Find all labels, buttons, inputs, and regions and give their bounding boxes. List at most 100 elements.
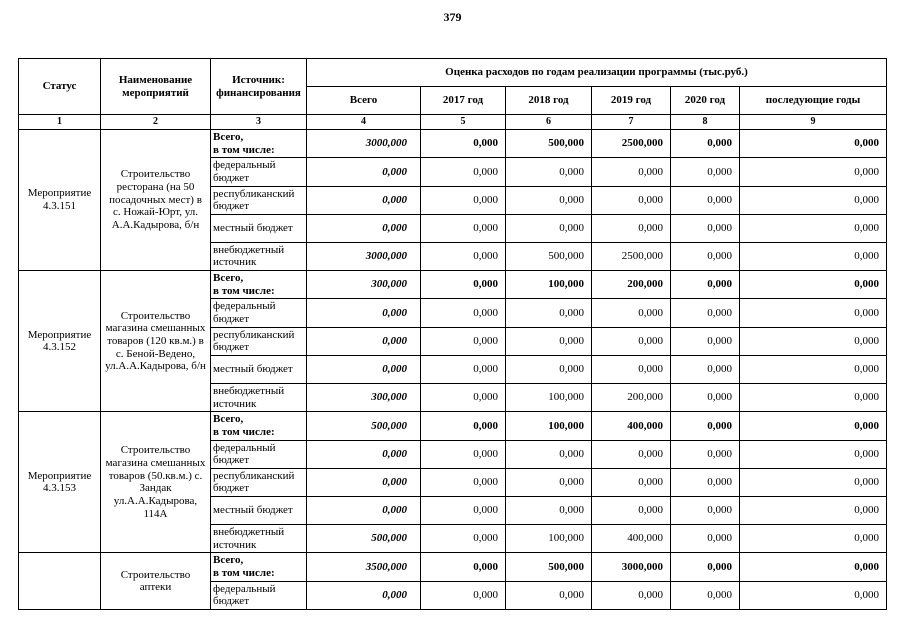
table-row: внебюджетный источник 3000,000 0,000 500,00… [19, 241, 887, 272]
value-cell: 0,000 [420, 213, 506, 243]
value-cell: 0,000 [739, 382, 887, 413]
value-cell: 0,000 [505, 496, 592, 526]
value-cell: 0,000 [420, 157, 506, 187]
value-cell: 500,000 [306, 524, 421, 554]
document-page: 379 Статус Наименование мероприятий Исто… [0, 0, 905, 610]
value-cell: 0,000 [591, 157, 671, 187]
activity-name-cell: Строительство ресторана (на 50 посадочны… [100, 128, 211, 272]
value-cell: 0,000 [420, 411, 506, 441]
value-cell: 0,000 [306, 580, 421, 610]
header-activity-name: Наименование мероприятий [100, 58, 211, 115]
value-cell: 100,000 [505, 411, 592, 441]
value-cell: 3500,000 [306, 552, 421, 582]
value-cell: 0,000 [591, 467, 671, 498]
funding-source-cell: республиканский бюджет [210, 467, 307, 498]
value-cell: 0,000 [739, 496, 887, 526]
value-cell: 0,000 [505, 467, 592, 498]
table-row: Строительство аптеки Всего, в том числе: 3… [18, 552, 887, 610]
value-cell: 0,000 [670, 157, 740, 187]
value-cell: 0,000 [420, 298, 506, 328]
column-number: 9 [739, 114, 887, 130]
header-status: Статус [18, 58, 101, 115]
value-cell: 0,000 [739, 298, 887, 328]
column-number: 7 [591, 114, 671, 130]
value-cell: 0,000 [505, 185, 592, 215]
value-cell: 0,000 [306, 354, 421, 384]
value-cell: 0,000 [739, 326, 887, 356]
value-cell: 0,000 [739, 467, 887, 498]
funding-source-cell: внебюджетный источник [210, 241, 307, 272]
value-cell: 0,000 [505, 439, 592, 469]
value-cell: 0,000 [420, 524, 506, 554]
year-header: 2018 год [505, 86, 592, 115]
value-cell: 0,000 [420, 382, 506, 413]
value-cell: 0,000 [670, 552, 740, 582]
value-cell: 0,000 [670, 496, 740, 526]
table-row: внебюджетный источник 300,000 0,000 100,000… [19, 382, 887, 413]
column-number: 6 [505, 114, 592, 130]
table-row: республиканский бюджет 0,000 0,000 0,000 0,0… [19, 467, 887, 498]
status-cell: Мероприятие 4.3.151 [18, 128, 101, 272]
value-cell: 0,000 [591, 580, 671, 610]
activity-name-cell: Строительство аптеки [100, 552, 211, 610]
funding-source-cell: внебюджетный источник [210, 382, 307, 413]
value-cell: 0,000 [670, 411, 740, 441]
table-row: республиканский бюджет 0,000 0,000 0,000 0,0… [19, 185, 887, 215]
value-cell: 0,000 [306, 496, 421, 526]
value-cell: 0,000 [420, 580, 506, 610]
table-body: Мероприятие 4.3.151 Строительство рестора… [18, 128, 887, 610]
funding-source-cell: Всего, в том числе: [210, 128, 307, 159]
funding-source-cell: местный бюджет [210, 496, 307, 526]
value-cell: 0,000 [591, 185, 671, 215]
value-cell: 500,000 [306, 411, 421, 441]
table-row: Мероприятие 4.3.153 Строительство магазин… [18, 411, 887, 554]
value-cell: 100,000 [505, 270, 592, 300]
value-cell: 0,000 [420, 128, 506, 159]
table-row: Мероприятие 4.3.151 Строительство рестора… [18, 128, 887, 272]
value-cell: 0,000 [591, 439, 671, 469]
value-cell: 0,000 [739, 580, 887, 610]
year-header: 2017 год [420, 86, 506, 115]
value-cell: 0,000 [505, 298, 592, 328]
header-cost-estimate-group: Оценка расходов по годам реализации прог… [306, 58, 887, 87]
value-cell: 0,000 [306, 326, 421, 356]
header-funding-source: Источник: финансирования [210, 58, 307, 115]
activity-name-cell: Строительство магазина смешанных товаров… [100, 411, 211, 554]
value-cell: 0,000 [739, 157, 887, 187]
value-cell: 0,000 [306, 439, 421, 469]
value-cell: 0,000 [591, 326, 671, 356]
status-cell: Мероприятие 4.3.153 [18, 411, 101, 554]
funding-source-cell: республиканский бюджет [210, 185, 307, 215]
column-number: 5 [420, 114, 506, 130]
table-row: федеральный бюджет 0,000 0,000 0,000 0,000 0,… [19, 580, 887, 610]
table-header: Статус Наименование мероприятий Источник… [18, 58, 887, 130]
value-cell: 0,000 [739, 411, 887, 441]
value-cell: 0,000 [670, 270, 740, 300]
value-cell: 0,000 [670, 298, 740, 328]
column-number: 2 [100, 114, 211, 130]
value-cell: 3000,000 [306, 241, 421, 272]
value-cell: 0,000 [505, 157, 592, 187]
funding-source-cell: местный бюджет [210, 213, 307, 243]
value-cell: 3000,000 [306, 128, 421, 159]
value-cell: 0,000 [739, 270, 887, 300]
value-cell: 100,000 [505, 524, 592, 554]
funding-source-cell: местный бюджет [210, 354, 307, 384]
year-header: 2020 год [670, 86, 740, 115]
table-row: федеральный бюджет 0,000 0,000 0,000 0,000 0,… [19, 439, 887, 469]
value-cell: 2500,000 [591, 128, 671, 159]
header-row-main: Статус Наименование мероприятий Источник… [18, 58, 887, 115]
value-cell: 0,000 [420, 185, 506, 215]
value-cell: 0,000 [739, 439, 887, 469]
column-number: 8 [670, 114, 740, 130]
value-cell: 200,000 [591, 382, 671, 413]
value-cell: 0,000 [420, 241, 506, 272]
table-row: Мероприятие 4.3.152 Строительство магазин… [18, 270, 887, 413]
value-cell: 0,000 [670, 467, 740, 498]
funding-source-cell: Всего, в том числе: [210, 270, 307, 300]
value-cell: 0,000 [739, 552, 887, 582]
value-cell: 0,000 [505, 213, 592, 243]
value-cell: 0,000 [739, 524, 887, 554]
value-cell: 0,000 [670, 354, 740, 384]
value-cell: 0,000 [670, 382, 740, 413]
